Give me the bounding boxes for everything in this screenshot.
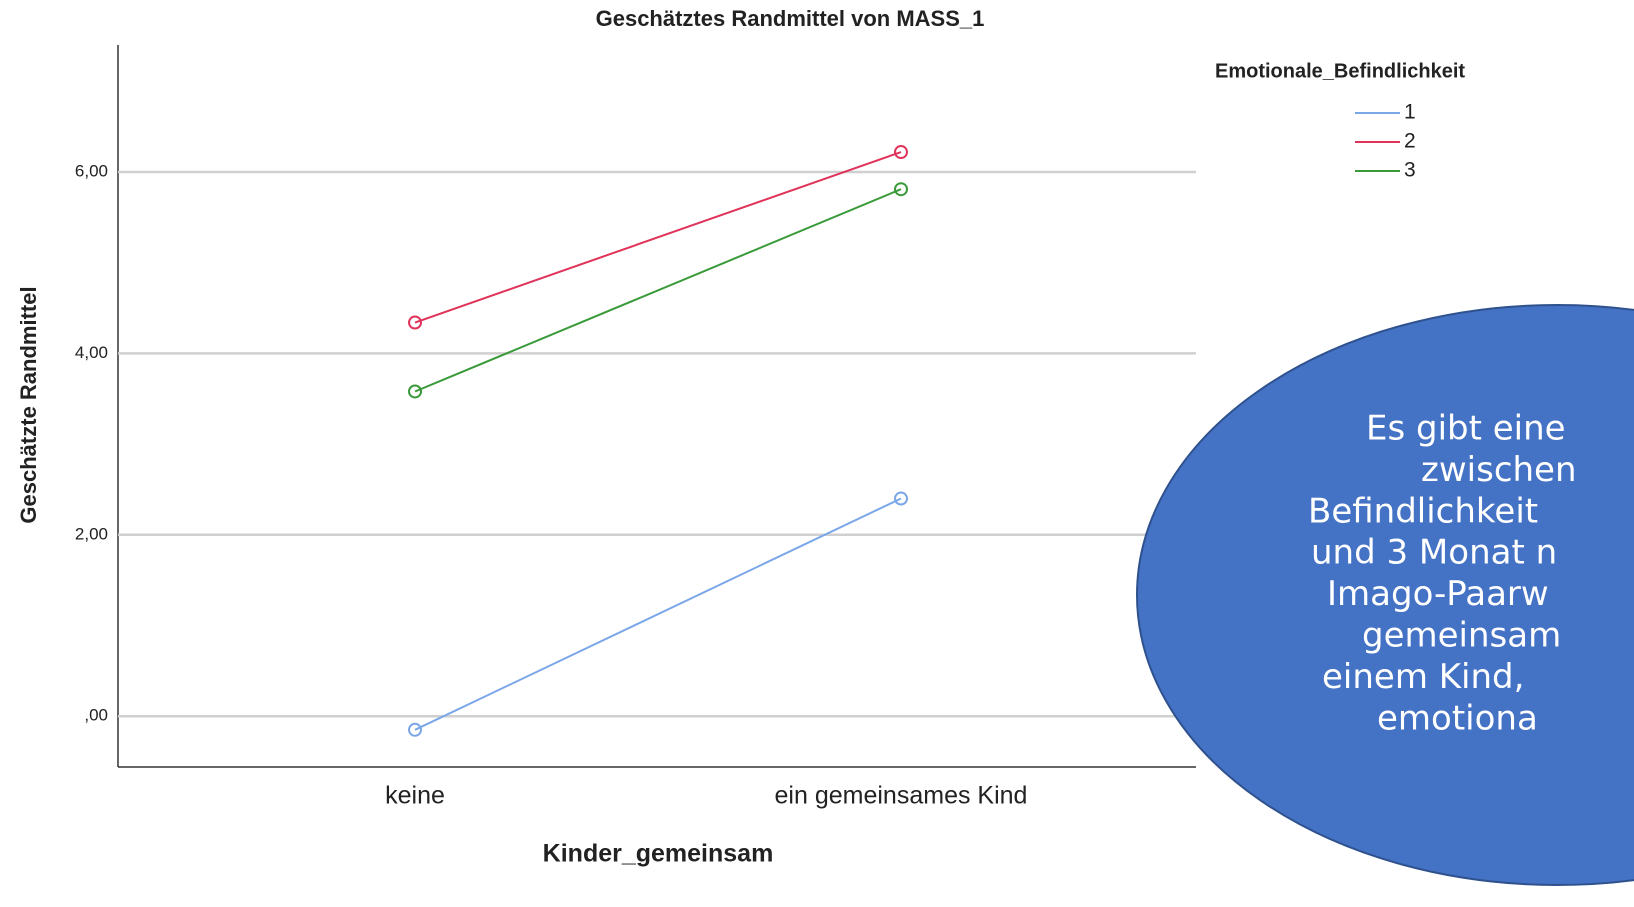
- legend-label: 3: [1404, 159, 1416, 182]
- legend-title: Emotionale_Befindlichkeit: [1215, 60, 1465, 82]
- annotation-text: Imago-Paarw: [1327, 574, 1549, 614]
- series-line: [414, 151, 902, 324]
- series-line: [414, 497, 902, 731]
- point-marker: [894, 182, 908, 197]
- y-tick-label: ,00: [84, 706, 108, 725]
- legend-label: 2: [1404, 130, 1416, 153]
- annotation-text: emotiona: [1377, 698, 1538, 738]
- annotation-text: Es gibt eine: [1366, 409, 1566, 449]
- chart-title: Geschätztes Randmittel von MASS_1: [596, 6, 985, 31]
- point-marker: [408, 315, 422, 330]
- series-line: [414, 188, 902, 393]
- point-marker: [408, 722, 422, 737]
- y-tick-label: 6,00: [75, 161, 108, 180]
- legend-label: 1: [1404, 101, 1416, 124]
- annotation-text: zwischen: [1421, 450, 1577, 490]
- point-marker: [894, 491, 908, 506]
- x-axis-label: Kinder_gemeinsam: [543, 840, 774, 868]
- y-axis-label: Geschätzte Randmittel: [16, 286, 41, 523]
- y-tick-label: 4,00: [75, 343, 108, 362]
- annotation-text: und 3 Monat n: [1311, 533, 1557, 573]
- point-marker: [408, 384, 422, 399]
- annotation-bubble: [1136, 304, 1634, 886]
- x-tick-label: keine: [385, 782, 445, 810]
- x-tick-label: ein gemeinsames Kind: [775, 782, 1028, 810]
- annotation-text: gemeinsam: [1362, 616, 1561, 656]
- y-tick-label: 2,00: [75, 524, 108, 543]
- annotation-text: einem Kind,: [1322, 657, 1524, 697]
- annotation-text: Befindlichkeit: [1308, 491, 1538, 531]
- point-marker: [894, 145, 908, 160]
